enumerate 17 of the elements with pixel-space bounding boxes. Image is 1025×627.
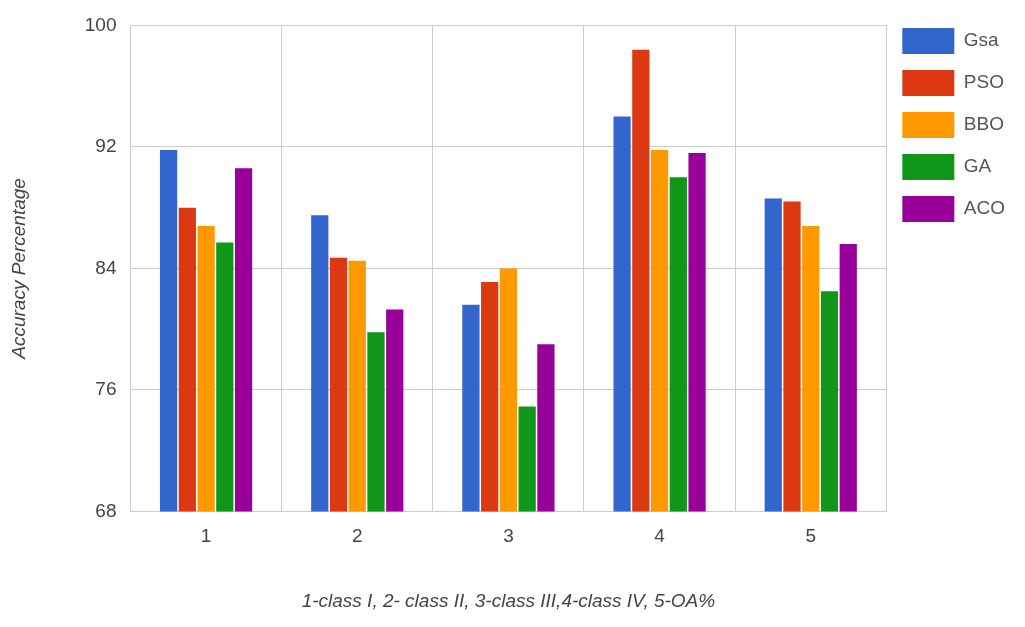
legend-label: BBO — [963, 113, 1004, 135]
x-axis-title: 1-class I, 2- class II, 3-class III,4-class IV, 5-OA% — [301, 589, 716, 611]
x-tick-label: 1 — [200, 525, 212, 547]
legend-label: GA — [963, 155, 992, 177]
x-tick-label: 5 — [805, 525, 817, 547]
legend-label: ACO — [963, 197, 1006, 219]
y-tick-label: 100 — [84, 13, 117, 35]
x-tick-label: 2 — [351, 525, 363, 547]
legend-label: PSO — [963, 71, 1004, 93]
x-tick-label: 3 — [503, 525, 514, 547]
y-tick-label: 76 — [95, 378, 117, 400]
y-tick-label: 84 — [95, 256, 117, 278]
x-tick-label: 4 — [654, 525, 666, 547]
y-tick-label: 92 — [95, 135, 117, 157]
legend-label: Gsa — [963, 29, 1000, 51]
y-axis-title: Accuracy Percentage — [7, 178, 29, 360]
y-tick-label: 68 — [95, 499, 117, 521]
